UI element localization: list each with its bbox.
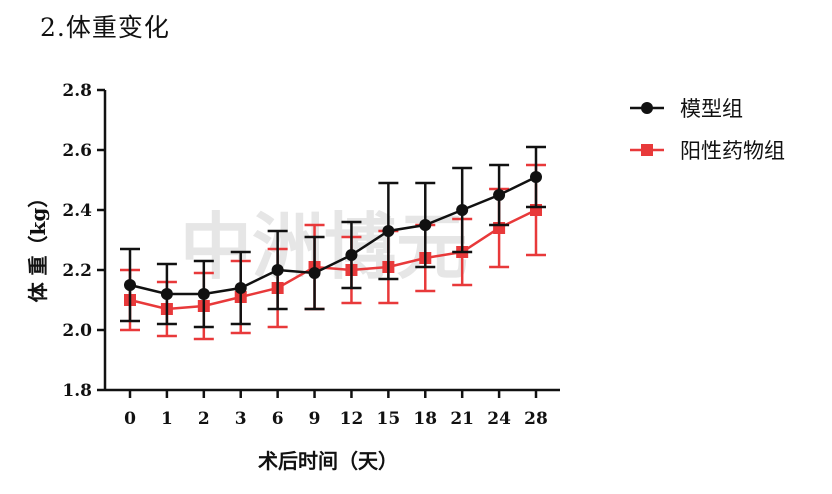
series-layer <box>120 145 546 341</box>
x-tick-label: 28 <box>524 409 548 429</box>
data-point <box>197 288 210 300</box>
series-line <box>129 208 537 311</box>
x-tick-label: 24 <box>487 409 511 429</box>
legend-label: 阳性药物组 <box>680 139 785 163</box>
x-tick-label: 3 <box>235 409 247 429</box>
y-tick-label: 2.8 <box>62 81 92 101</box>
legend-item: 模型组 <box>630 97 743 121</box>
data-point <box>345 249 358 261</box>
series-model <box>120 145 546 329</box>
legend-marker <box>641 144 653 156</box>
legend-label: 模型组 <box>680 97 743 121</box>
y-tick-label: 2.4 <box>62 201 92 221</box>
x-tick-label: 6 <box>272 409 284 429</box>
x-tick-label: 15 <box>377 409 401 429</box>
data-point <box>456 204 469 216</box>
y-tick-label: 1.8 <box>62 381 92 401</box>
data-point <box>530 171 542 183</box>
y-tick-label: 2.6 <box>62 141 92 161</box>
axes: 1.82.02.22.42.62.80 1 2 3 6 9 12 15 18 21 24 28 <box>62 81 560 429</box>
data-point <box>124 279 136 291</box>
watermark-text: 中洲博元 <box>180 205 468 289</box>
data-point <box>308 267 321 279</box>
data-point <box>419 219 432 231</box>
series-line <box>129 175 537 296</box>
y-axis-title: 体 重（kg） <box>26 188 50 303</box>
legend-marker <box>641 102 653 114</box>
x-axis-title: 术后时间（天） <box>258 449 398 473</box>
x-tick-label: 12 <box>340 409 364 429</box>
page-heading: 2.体重变化 <box>40 13 170 42</box>
y-tick-label: 2.2 <box>62 261 92 281</box>
data-point <box>234 282 247 294</box>
x-tick-label: 2 <box>198 409 210 429</box>
data-point <box>271 264 284 276</box>
data-point <box>160 288 173 300</box>
x-tick-label: 18 <box>413 409 437 429</box>
x-tick-label: 0 <box>124 409 136 429</box>
data-point <box>493 189 506 201</box>
x-tick-label: 1 <box>161 409 173 429</box>
legend-item: 阳性药物组 <box>630 139 785 163</box>
y-tick-label: 2.0 <box>62 321 92 341</box>
x-tick-label: 9 <box>309 409 321 429</box>
data-point <box>382 225 395 237</box>
x-tick-label: 21 <box>450 409 474 429</box>
